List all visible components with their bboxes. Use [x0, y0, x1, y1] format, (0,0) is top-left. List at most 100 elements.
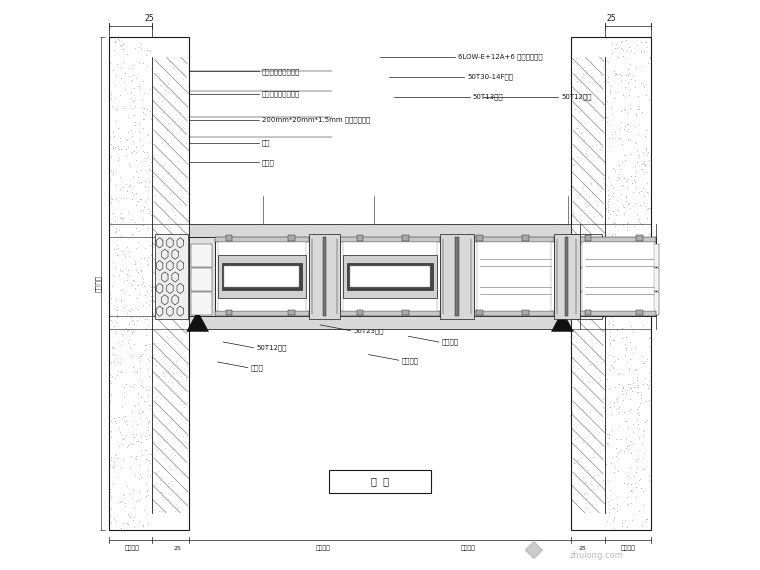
Point: [640, 515, 652, 524]
Point: [630, 364, 642, 373]
Point: [131, 304, 144, 313]
Point: [581, 504, 594, 514]
Point: [619, 93, 632, 102]
Point: [151, 68, 163, 77]
Point: [130, 496, 142, 506]
Point: [175, 349, 187, 358]
Point: [116, 231, 128, 241]
Point: [125, 75, 138, 84]
Point: [150, 251, 162, 260]
Point: [579, 198, 591, 207]
Point: [106, 194, 118, 203]
Point: [122, 319, 135, 328]
Point: [135, 157, 147, 166]
Point: [132, 179, 144, 188]
Point: [120, 194, 132, 203]
Point: [106, 493, 118, 502]
Point: [178, 353, 190, 362]
Point: [126, 351, 138, 360]
Point: [587, 481, 599, 490]
Point: [143, 372, 155, 381]
Point: [634, 303, 646, 312]
Point: [132, 437, 144, 446]
Point: [163, 416, 176, 425]
Point: [612, 173, 624, 182]
Point: [118, 324, 130, 333]
Point: [163, 75, 175, 84]
Point: [588, 218, 600, 227]
Point: [124, 463, 136, 473]
Point: [608, 524, 620, 534]
Point: [144, 46, 156, 55]
Point: [120, 300, 132, 309]
Point: [109, 451, 122, 460]
Point: [604, 402, 616, 412]
Point: [173, 399, 185, 408]
Point: [607, 316, 619, 325]
Point: [632, 277, 644, 286]
Point: [119, 499, 131, 508]
Point: [114, 212, 126, 221]
Point: [153, 439, 165, 449]
Point: [169, 54, 181, 63]
Point: [601, 251, 613, 260]
Point: [108, 45, 120, 54]
Point: [629, 82, 641, 91]
Point: [590, 284, 602, 294]
Point: [113, 441, 125, 450]
Point: [615, 71, 627, 80]
Point: [108, 413, 120, 422]
Point: [640, 144, 652, 153]
Point: [579, 477, 591, 486]
Point: [597, 394, 609, 403]
Point: [584, 437, 596, 446]
Point: [594, 140, 606, 149]
Point: [578, 473, 591, 482]
Bar: [343, 242, 437, 311]
Point: [636, 249, 648, 258]
Point: [568, 332, 581, 341]
Point: [606, 230, 618, 239]
Point: [610, 396, 622, 405]
Point: [150, 392, 163, 401]
Point: [106, 169, 119, 178]
Point: [166, 200, 179, 209]
Point: [613, 379, 625, 388]
Point: [629, 110, 641, 119]
Point: [641, 42, 653, 51]
Point: [181, 54, 193, 63]
Point: [118, 434, 130, 443]
Bar: [579, 311, 657, 316]
Point: [638, 271, 651, 280]
Point: [600, 374, 613, 383]
Point: [592, 453, 604, 462]
Point: [143, 164, 155, 173]
Point: [137, 300, 149, 309]
Point: [616, 333, 629, 343]
Point: [622, 363, 635, 372]
Point: [621, 358, 633, 367]
Point: [172, 306, 184, 315]
Point: [583, 377, 595, 386]
Text: 25: 25: [174, 546, 182, 551]
Point: [630, 199, 642, 208]
Point: [138, 88, 150, 97]
Point: [162, 139, 174, 148]
Point: [117, 38, 129, 47]
Point: [109, 102, 122, 111]
Point: [119, 144, 131, 153]
Point: [127, 315, 139, 324]
Point: [109, 93, 122, 103]
Point: [623, 354, 635, 363]
Point: [159, 444, 171, 453]
Point: [607, 516, 619, 525]
Point: [639, 168, 651, 177]
Point: [151, 345, 163, 355]
Point: [112, 473, 125, 482]
Point: [105, 89, 117, 98]
Point: [601, 516, 613, 525]
Point: [623, 248, 635, 257]
Point: [579, 95, 591, 104]
Point: [147, 74, 160, 83]
Point: [156, 244, 168, 253]
